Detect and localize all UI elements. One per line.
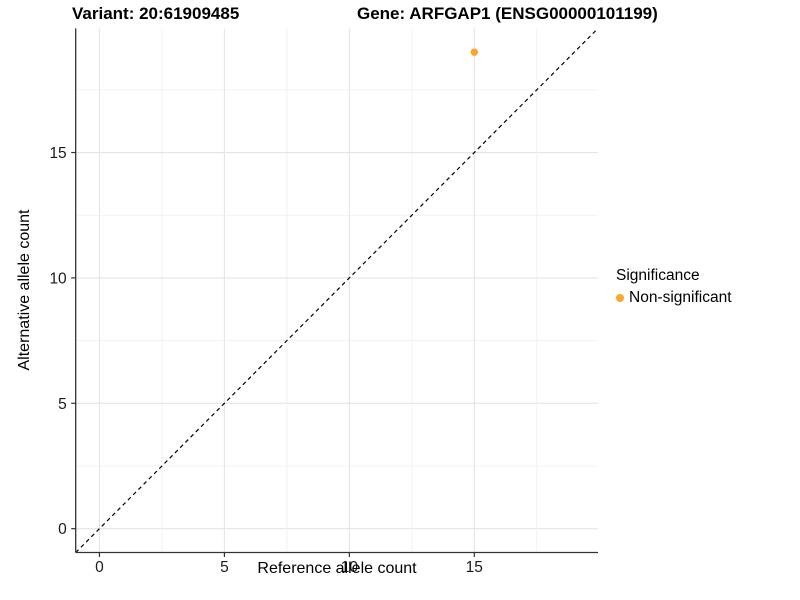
legend-point-icon — [616, 294, 624, 302]
x-tick-label: 5 — [220, 559, 229, 576]
x-tick-label: 10 — [341, 559, 359, 576]
y-tick-label: 5 — [58, 396, 67, 413]
legend-entry-label: Non-significant — [629, 289, 732, 306]
x-tick-label: 0 — [95, 559, 104, 576]
x-axis-label: Reference allele count — [257, 560, 417, 577]
plot-title-variant: Variant: 20:61909485 — [72, 4, 240, 23]
legend-entry: Non-significant — [616, 289, 732, 307]
y-axis-label: Alternative allele count — [16, 209, 33, 371]
legend-title: Significance — [616, 267, 700, 284]
legend: Significance Non-significant — [616, 267, 732, 307]
y-tick-label: 15 — [49, 145, 66, 162]
y-tick-label: 10 — [49, 270, 67, 287]
y-tick-label: 0 — [58, 521, 67, 538]
plot-title-gene: Gene: ARFGAP1 (ENSG00000101199) — [357, 4, 658, 23]
data-point — [470, 48, 478, 56]
x-tick-label: 15 — [466, 559, 483, 576]
